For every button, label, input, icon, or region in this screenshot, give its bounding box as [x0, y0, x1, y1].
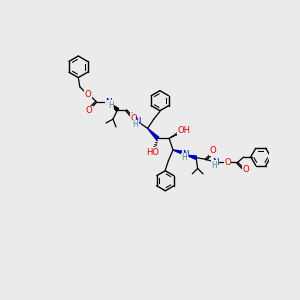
Text: H: H: [108, 101, 113, 110]
Text: O: O: [86, 106, 92, 115]
Text: H: H: [132, 120, 138, 129]
Text: H: H: [212, 161, 218, 170]
Text: N: N: [134, 117, 141, 126]
Polygon shape: [148, 128, 159, 140]
Text: N: N: [182, 150, 189, 159]
Text: N: N: [212, 158, 219, 167]
Text: HO: HO: [146, 148, 160, 157]
Text: O: O: [85, 90, 92, 99]
Text: O: O: [210, 146, 216, 155]
Polygon shape: [173, 150, 184, 155]
Text: O: O: [224, 158, 231, 167]
Text: O: O: [130, 114, 137, 123]
Polygon shape: [187, 155, 196, 159]
Text: OH: OH: [177, 126, 190, 135]
Text: H: H: [182, 153, 188, 162]
Polygon shape: [111, 104, 119, 111]
Text: N: N: [105, 98, 112, 107]
Text: O: O: [242, 166, 249, 175]
